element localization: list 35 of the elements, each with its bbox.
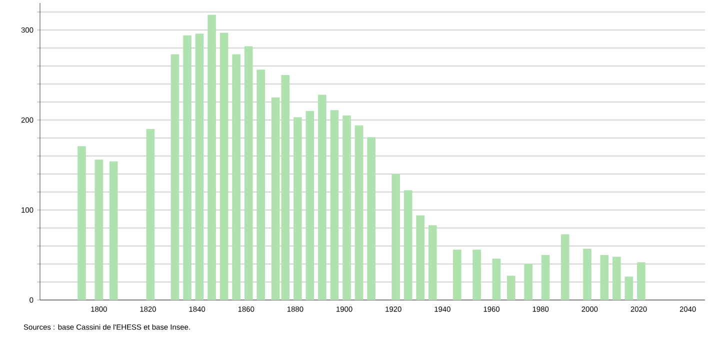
bar <box>452 250 462 300</box>
bar <box>472 250 481 300</box>
bar <box>293 117 302 300</box>
bar <box>506 276 516 300</box>
bar <box>612 256 621 300</box>
bar <box>232 54 240 300</box>
bar <box>583 248 592 300</box>
bar <box>492 258 501 300</box>
bar <box>195 34 204 300</box>
bar <box>208 14 216 300</box>
bar <box>78 146 86 300</box>
bar <box>170 54 180 300</box>
bar <box>244 46 253 300</box>
bar <box>318 94 326 300</box>
bar <box>94 160 104 300</box>
bar <box>624 276 634 300</box>
bar <box>256 70 266 300</box>
bar <box>637 262 646 300</box>
bar <box>541 255 550 300</box>
bar <box>354 125 364 300</box>
bar <box>404 190 412 300</box>
bar <box>109 161 118 300</box>
bar <box>342 116 351 300</box>
bar <box>330 110 339 300</box>
bar <box>392 174 400 300</box>
bar <box>146 129 155 300</box>
bar <box>524 264 533 300</box>
bar <box>220 32 228 300</box>
bar <box>416 215 425 300</box>
bar <box>600 255 609 300</box>
bar <box>183 35 192 300</box>
bar <box>367 137 376 300</box>
bar <box>306 111 314 300</box>
bar <box>560 234 570 300</box>
bar <box>428 225 437 300</box>
